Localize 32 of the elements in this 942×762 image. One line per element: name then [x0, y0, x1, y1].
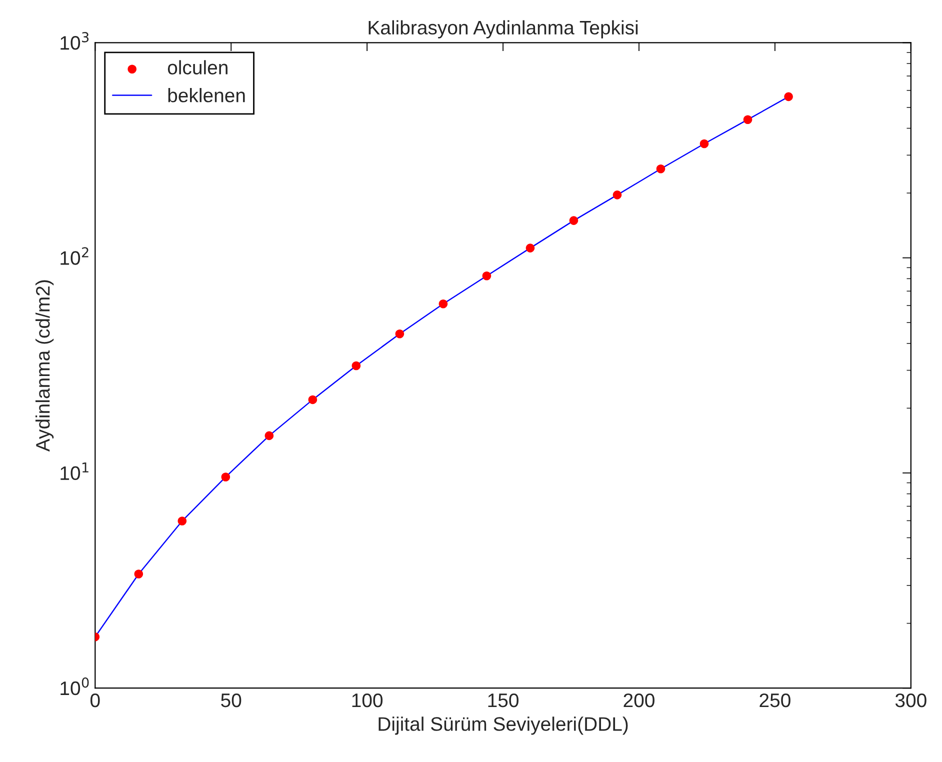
chart-title: Kalibrasyon Aydinlanma Tepkisi — [368, 20, 638, 38]
y-axis-title: Aydinlanma (cd/m2) — [35, 280, 54, 452]
y-tick-label: 10$^{1}$ — [60, 462, 88, 480]
point — [221, 472, 230, 482]
x-tick-label: 50 — [221, 693, 242, 708]
point — [308, 395, 318, 404]
point — [784, 92, 793, 102]
x-tick-label: 250 — [760, 693, 790, 708]
x-axis-title: Dijital Sürüm Seviyeleri(DDL) — [378, 716, 628, 735]
x-tick-label: 150 — [488, 693, 518, 708]
y-tick-label: 10$^{0}$ — [60, 677, 89, 696]
point — [482, 272, 492, 280]
point — [395, 329, 404, 338]
point — [569, 216, 578, 225]
point — [743, 115, 752, 124]
x-tick-label: 200 — [624, 693, 654, 708]
point — [656, 164, 666, 174]
y-tick-label: 10$^{3}$ — [60, 32, 89, 50]
x-tick-label: 100 — [352, 693, 383, 708]
legend-label: olculen — [168, 60, 228, 74]
point — [264, 431, 274, 440]
legend-label: beklenen — [168, 88, 245, 102]
point — [438, 299, 448, 308]
point — [612, 190, 622, 200]
x-tick-label: 0 — [90, 693, 100, 708]
point — [134, 570, 144, 578]
x-tick-label: 300 — [895, 693, 926, 708]
point — [178, 516, 187, 526]
point — [352, 361, 361, 370]
point — [526, 244, 535, 252]
y-tick-label: 10$^{2}$ — [60, 247, 88, 265]
point — [700, 139, 709, 148]
